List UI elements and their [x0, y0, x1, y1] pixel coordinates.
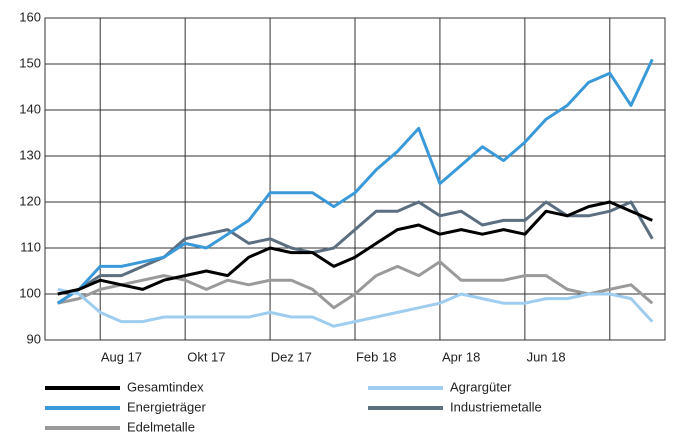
- series-line: [57, 200, 653, 296]
- y-tick-label: 90: [27, 331, 41, 346]
- legend-label: Energieträger: [127, 399, 206, 414]
- series-line: [57, 260, 654, 310]
- x-tick-label: Feb 18: [356, 349, 396, 364]
- y-tick-label: 160: [19, 9, 41, 24]
- x-tick-label: Okt 17: [187, 349, 225, 364]
- x-tick-label: Aug 17: [101, 349, 142, 364]
- x-tick-label: Jun 18: [527, 349, 566, 364]
- legend-label: Agrargüter: [450, 379, 512, 394]
- series-line: [56, 58, 654, 305]
- legend-label: Gesamtindex: [127, 379, 204, 394]
- series-line: [57, 287, 654, 328]
- y-tick-label: 130: [19, 147, 41, 162]
- y-tick-label: 100: [19, 285, 41, 300]
- legend-label: Industriemetalle: [450, 399, 542, 414]
- y-tick-label: 120: [19, 193, 41, 208]
- y-tick-label: 110: [20, 239, 41, 254]
- x-tick-label: Apr 18: [442, 349, 480, 364]
- x-tick-label: Dez 17: [271, 349, 312, 364]
- y-tick-label: 150: [19, 55, 41, 70]
- legend-label: Edelmetalle: [127, 419, 195, 434]
- y-tick-label: 140: [19, 101, 41, 116]
- plot-frame: [44, 17, 666, 341]
